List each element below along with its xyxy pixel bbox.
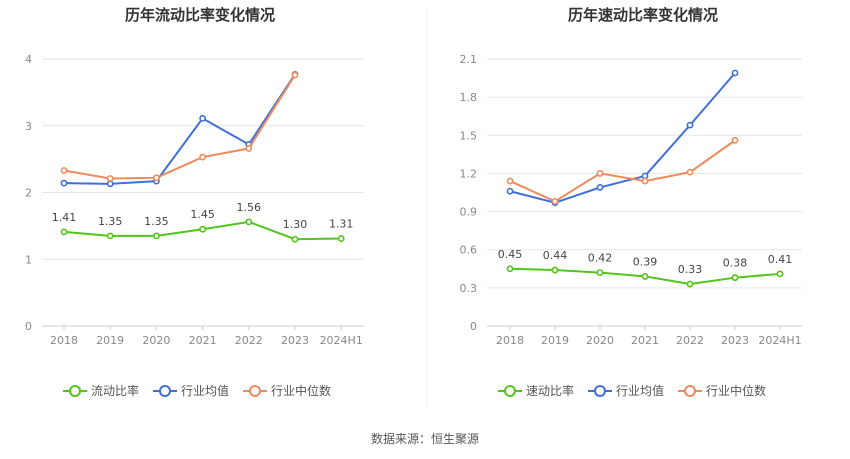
data-label: 1.30 — [283, 218, 308, 231]
data-point-median — [686, 168, 694, 176]
series-line-avg — [63, 73, 296, 185]
data-point-company — [686, 280, 694, 288]
data-label: 0.44 — [543, 249, 568, 262]
data-point-median — [596, 170, 604, 177]
data-label: 1.35 — [98, 215, 123, 228]
y-tick-label: 2.1 — [460, 53, 478, 66]
data-label: 0.42 — [588, 252, 613, 265]
data-point-avg — [106, 180, 114, 188]
y-tick-label: 0 — [470, 320, 477, 333]
x-tick-label: 2019 — [541, 334, 569, 347]
data-point-company — [776, 270, 784, 278]
data-point-company — [60, 228, 68, 236]
y-tick-label: 1 — [25, 253, 32, 266]
data-point-company — [199, 225, 206, 233]
data-point-median — [245, 145, 253, 152]
data-point-avg — [596, 184, 604, 191]
y-tick-label: 0.3 — [460, 282, 478, 295]
x-tick-label: 2021 — [631, 334, 659, 347]
data-label: 1.35 — [144, 215, 169, 228]
data-point-company — [641, 273, 649, 280]
data-point-company — [106, 232, 114, 240]
data-label: 1.56 — [237, 201, 262, 214]
data-point-avg — [506, 187, 514, 195]
chart-title: 历年速动比率变化情况 — [568, 6, 718, 24]
legend-marker-avg — [594, 385, 606, 397]
x-tick-label: 2024H1 — [320, 334, 363, 347]
data-label: 0.41 — [768, 253, 793, 266]
x-tick-label: 2023 — [721, 334, 749, 347]
y-tick-label: 0 — [25, 320, 32, 333]
data-point-company — [551, 266, 559, 274]
x-tick-label: 2022 — [235, 334, 263, 347]
data-point-median — [291, 71, 299, 79]
data-label: 0.33 — [678, 263, 703, 276]
data-point-median — [641, 177, 649, 185]
legend-marker-company — [504, 385, 516, 397]
data-point-company — [731, 274, 739, 282]
data-point-median — [106, 175, 114, 182]
data-label: 0.45 — [498, 248, 523, 261]
legend-marker-avg — [159, 385, 171, 397]
y-tick-label: 0.9 — [460, 206, 478, 219]
legend-label-avg: 行业均值 — [181, 383, 229, 398]
y-tick-label: 4 — [25, 53, 32, 66]
x-tick-label: 2019 — [96, 334, 124, 347]
x-tick-label: 2023 — [281, 334, 309, 347]
legend-label-avg: 行业均值 — [616, 383, 664, 398]
data-point-avg — [199, 115, 206, 122]
x-tick-label: 2021 — [189, 334, 217, 347]
data-point-company — [596, 269, 604, 276]
data-point-median — [731, 136, 739, 144]
y-tick-label: 3 — [25, 120, 32, 133]
data-label: 1.31 — [329, 218, 354, 231]
y-tick-label: 0.6 — [460, 244, 478, 257]
data-point-company — [337, 235, 345, 242]
x-tick-label: 2018 — [50, 334, 78, 347]
legend-marker-median — [684, 385, 696, 397]
legend-label-company: 流动比率 — [91, 383, 139, 398]
data-point-avg — [731, 69, 739, 77]
data-point-company — [506, 265, 514, 273]
x-tick-label: 2022 — [676, 334, 704, 347]
data-point-company — [245, 218, 253, 226]
data-label: 1.45 — [190, 208, 215, 221]
legend-label-median: 行业中位数 — [271, 383, 331, 398]
data-point-avg — [686, 121, 694, 129]
data-point-median — [152, 174, 160, 182]
data-point-median — [551, 197, 559, 205]
current-ratio-chart: 历年流动比率变化情况 0 1 2 3 4 2018 2019 2020 2021 2022 2023… — [25, 6, 364, 398]
data-point-company — [291, 235, 299, 243]
y-tick-label: 1.5 — [460, 129, 478, 142]
quick-ratio-chart: 历年速动比率变化情况 0 0.3 0.6 0.9 1.2 1.5 1.8 2.1 2018 201… — [460, 6, 802, 398]
data-label: 0.39 — [633, 255, 658, 268]
data-point-avg — [60, 179, 68, 187]
data-point-company — [152, 232, 160, 240]
data-label: 0.38 — [723, 257, 748, 270]
y-tick-label: 1.8 — [460, 91, 478, 104]
data-point-median — [60, 167, 68, 174]
data-label: 1.41 — [52, 211, 77, 224]
y-tick-label: 1.2 — [460, 167, 478, 180]
chart-title: 历年流动比率变化情况 — [125, 6, 275, 24]
y-tick-label: 2 — [25, 187, 32, 200]
legend-marker-median — [249, 385, 261, 397]
data-point-median — [506, 177, 514, 185]
data-source-note: 数据来源：恒生聚源 — [370, 432, 479, 446]
x-tick-label: 2020 — [142, 334, 170, 347]
x-tick-label: 2024H1 — [758, 334, 801, 347]
series-line-median — [509, 139, 736, 203]
series-line-avg — [509, 72, 736, 204]
series-line-median — [63, 74, 296, 180]
data-point-median — [199, 153, 206, 161]
legend-label-company: 速动比率 — [526, 383, 574, 398]
x-tick-label: 2020 — [586, 334, 614, 347]
legend-label-median: 行业中位数 — [706, 383, 766, 398]
x-tick-label: 2018 — [496, 334, 524, 347]
legend-marker-company — [69, 385, 81, 397]
